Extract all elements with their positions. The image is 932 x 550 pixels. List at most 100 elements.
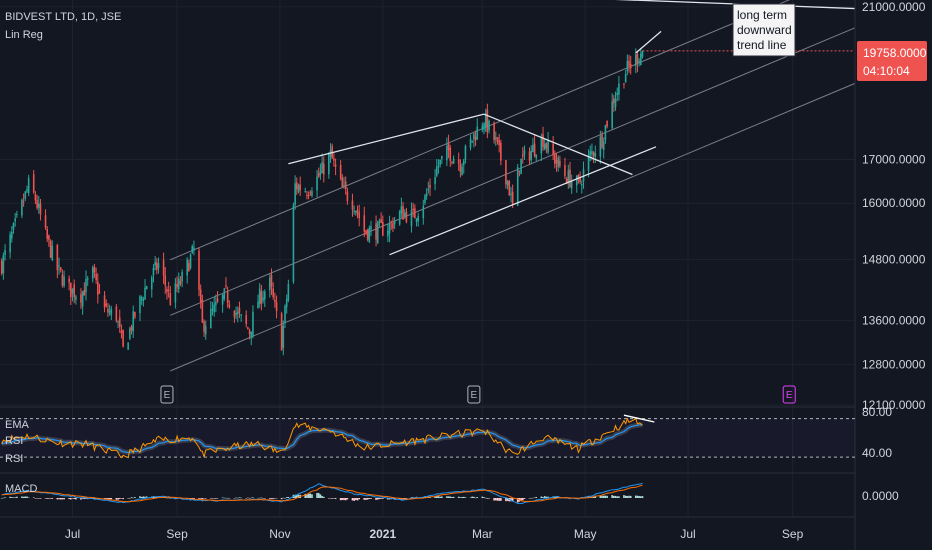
- candle: [34, 191, 37, 205]
- countdown-label: 04:10:04: [863, 64, 910, 78]
- candle: [188, 259, 190, 272]
- macd-histogram-bar: [493, 498, 495, 501]
- candle: [552, 136, 554, 161]
- macd-histogram-bar: [132, 497, 135, 499]
- candle: [351, 193, 354, 217]
- time-axis[interactable]: Jul Sep Nov 2021 Mar May Jul Sep: [65, 527, 804, 541]
- candle: [344, 176, 347, 195]
- candle: [287, 279, 290, 303]
- price-tick-label: 21000.0000: [862, 0, 926, 14]
- candle-body: [296, 182, 298, 190]
- candle-body: [351, 200, 354, 210]
- macd-histogram-bar: [61, 498, 64, 500]
- macd-histogram-bar: [387, 498, 389, 500]
- candle-body: [287, 284, 290, 301]
- macd-histogram-bar: [624, 495, 627, 498]
- candle-body: [270, 274, 273, 287]
- candle: [506, 179, 509, 190]
- candle: [21, 198, 23, 219]
- candle-body: [405, 211, 408, 223]
- macd-histogram-bar: [494, 498, 497, 501]
- macd-histogram-bar: [211, 498, 214, 499]
- candle-body: [9, 234, 11, 253]
- macd-histogram-bar: [344, 498, 347, 501]
- candle: [378, 218, 381, 227]
- candle: [61, 269, 64, 288]
- candle-body: [316, 176, 318, 191]
- candle-body: [262, 297, 264, 301]
- candle: [248, 328, 251, 340]
- candle-body: [380, 219, 382, 224]
- candle-body: [225, 285, 227, 287]
- candle: [58, 257, 60, 275]
- candle: [375, 215, 377, 247]
- candle: [228, 300, 231, 309]
- macd-histogram-bar: [331, 498, 334, 499]
- macd-histogram-bar: [108, 498, 111, 500]
- candle: [521, 147, 524, 164]
- candle-body: [575, 176, 578, 186]
- candle-body: [134, 312, 136, 318]
- candle-body: [14, 218, 16, 222]
- macd-histogram-bar: [297, 494, 300, 498]
- candle: [16, 210, 18, 218]
- candle: [417, 212, 420, 227]
- candle-body: [304, 191, 307, 193]
- candle-body: [446, 145, 448, 161]
- macd-histogram-bar: [201, 498, 204, 500]
- macd-histogram-bar: [510, 498, 512, 502]
- trend-annotation[interactable]: long term downward trend line: [732, 3, 796, 57]
- candle-body: [275, 302, 278, 312]
- candle: [37, 196, 40, 214]
- macd-histogram-bar: [262, 498, 264, 499]
- candle-body: [601, 134, 603, 148]
- candle: [471, 140, 473, 143]
- candle: [559, 155, 561, 169]
- candle-body: [307, 194, 310, 196]
- candle: [140, 295, 143, 305]
- candle-body: [216, 298, 219, 302]
- candle-body: [61, 274, 64, 286]
- macd-histogram-bar: [520, 498, 522, 501]
- candle: [496, 137, 499, 145]
- candle-body: [95, 273, 97, 281]
- candle: [48, 234, 50, 247]
- macd-histogram-bar: [250, 497, 253, 499]
- macd-histogram-bar: [213, 498, 215, 499]
- candle: [398, 209, 401, 226]
- macd-histogram-bar: [51, 498, 54, 499]
- macd-histogram-bar: [486, 498, 489, 499]
- candle: [221, 293, 224, 313]
- candle: [299, 176, 301, 196]
- candle: [32, 169, 35, 194]
- candle-body: [176, 283, 178, 288]
- candle: [594, 145, 597, 164]
- macd-histogram-bar: [543, 496, 546, 498]
- candle-body: [459, 164, 462, 172]
- candle: [169, 286, 172, 306]
- candle-body: [108, 311, 111, 313]
- time-tick-label: Nov: [269, 527, 290, 541]
- candle: [451, 160, 453, 165]
- macd-histogram-bar: [139, 496, 141, 498]
- candle-body: [521, 154, 524, 157]
- candle: [415, 218, 418, 227]
- macd-histogram-bar: [223, 497, 226, 499]
- candle-body: [150, 277, 153, 290]
- candle-body: [105, 303, 108, 306]
- candle-body: [132, 311, 135, 332]
- macd-histogram-bar: [134, 497, 136, 498]
- candle-body: [115, 306, 118, 321]
- candle: [388, 215, 391, 243]
- candle: [108, 304, 111, 316]
- annotation-line-1: long term: [737, 8, 787, 22]
- candle: [95, 267, 97, 284]
- macd-histogram-bar: [272, 498, 274, 499]
- price-axis[interactable]: 21000.0000 17000.0000 16000.0000 14800.0000…: [862, 0, 926, 412]
- candle-body: [589, 151, 592, 156]
- macd-histogram-bar: [451, 496, 453, 498]
- candle: [167, 281, 170, 298]
- macd-histogram-bar: [238, 497, 241, 498]
